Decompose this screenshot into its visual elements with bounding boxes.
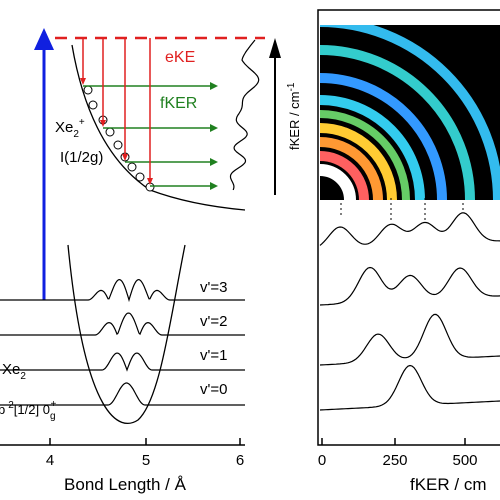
- ticks: [321, 438, 466, 445]
- tick-label: 5: [142, 452, 150, 469]
- guide-lines: [340, 198, 464, 222]
- eke-label: eKE: [165, 49, 195, 66]
- arrow-head: [100, 120, 106, 127]
- arrow-head: [210, 158, 218, 166]
- arrow-head: [122, 154, 128, 161]
- level-marker: [113, 140, 123, 150]
- tick-label: 500: [452, 452, 477, 469]
- arrow-head: [147, 178, 153, 185]
- neutral-label: Xe2: [2, 361, 26, 382]
- level-marker: [135, 172, 145, 182]
- wavefunction: [0, 312, 245, 336]
- transition-arrows: [80, 38, 218, 192]
- level-marker: [127, 162, 137, 172]
- wavefunction: [0, 382, 245, 406]
- neutral-curve: [67, 244, 186, 424]
- level-label: v'=3: [200, 279, 227, 296]
- ion-curve: [71, 44, 246, 211]
- axis-title: fKER / cm: [410, 475, 487, 494]
- y-axis-title: fKER / cm-1: [286, 82, 302, 150]
- spectrum-trace: [319, 313, 500, 366]
- arrow-head: [210, 124, 218, 132]
- arrow-head: [210, 182, 218, 190]
- level-marker: [83, 85, 93, 95]
- ion-state: I(1/2g): [60, 149, 103, 166]
- level-marker: [105, 127, 115, 137]
- ion-label: Xe2+: [55, 117, 85, 140]
- neutral-state: b 2[1/2] 0g+: [0, 399, 57, 422]
- level-label: v'=1: [200, 347, 227, 364]
- arrow-head: [80, 78, 86, 85]
- spectrum: [229, 39, 260, 191]
- wavefunction: [0, 352, 245, 372]
- wavefunction: [0, 278, 245, 303]
- spectrum-trace: [319, 266, 500, 306]
- tick-label: 0: [318, 452, 326, 469]
- ticks: [49, 438, 241, 445]
- tick-label: 250: [382, 452, 407, 469]
- tick-label: 4: [46, 452, 54, 469]
- spectra: [319, 212, 500, 411]
- spectrum-trace: [319, 364, 500, 411]
- arrow-head: [269, 38, 281, 58]
- axis-title: Bond Length / Å: [64, 475, 187, 494]
- level-label: v'=2: [200, 313, 227, 330]
- wavefunctions: [0, 278, 245, 406]
- arrow-head: [34, 28, 54, 50]
- level-label: v'=0: [200, 381, 227, 398]
- panel-frame: [317, 9, 500, 446]
- arrow-head: [210, 82, 218, 90]
- fker-label: fKER: [160, 95, 197, 112]
- tick-label: 6: [236, 452, 244, 469]
- level-marker: [88, 100, 98, 110]
- spectrum-trace: [319, 212, 500, 246]
